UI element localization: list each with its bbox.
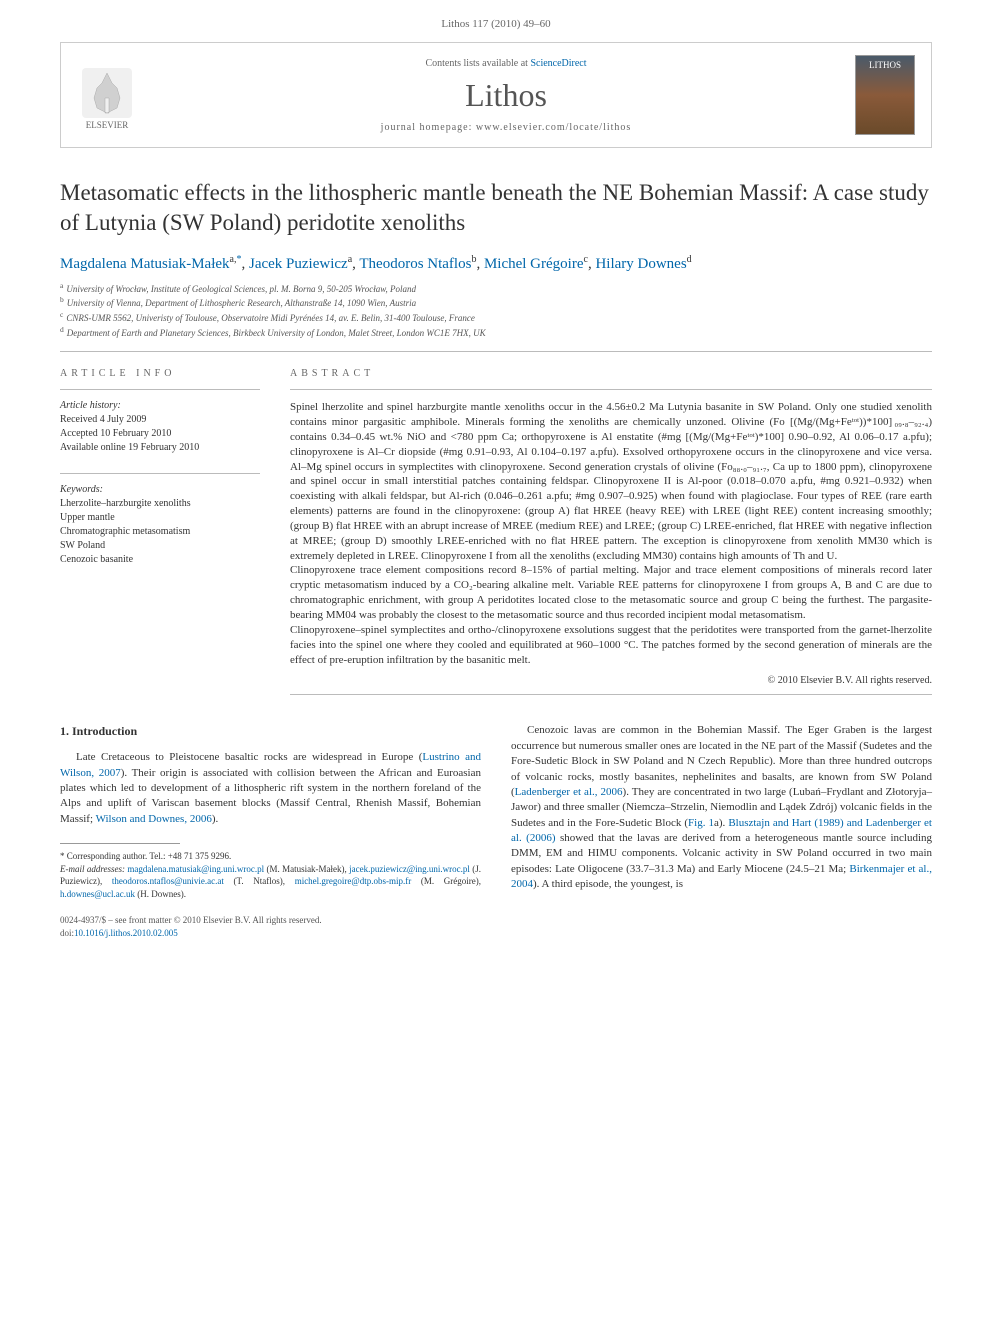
journal-masthead: ELSEVIER Contents lists available at Sci… [60,42,932,148]
email-link[interactable]: magdalena.matusiak@ing.uni.wroc.pl [127,864,264,874]
author-aff: b [471,254,476,265]
footnote-divider [60,843,180,844]
keyword: Lherzolite–harzburgite xenoliths [60,497,260,511]
body-paragraph: Cenozoic lavas are common in the Bohemia… [511,723,932,892]
email-link[interactable]: theodoros.ntaflos@univie.ac.at [112,876,224,886]
elsevier-logo: ELSEVIER [77,60,137,130]
abstract-text: Spinel lherzolite and spinel harzburgite… [290,400,932,667]
footer-meta: 0024-4937/$ – see front matter © 2010 El… [60,914,481,939]
corresponding-note: * Corresponding author. Tel.: +48 71 375… [60,850,481,863]
author-link[interactable]: Jacek Puziewicz [249,256,348,272]
citation-link[interactable]: Ladenberger et al., 2006 [515,786,623,798]
journal-homepage: journal homepage: www.elsevier.com/locat… [157,122,855,133]
history-heading: Article history: [60,400,260,411]
sciencedirect-link[interactable]: ScienceDirect [530,58,586,69]
keyword: Upper mantle [60,511,260,525]
issn-line: 0024-4937/$ – see front matter © 2010 El… [60,914,481,927]
affiliation: bUniversity of Vienna, Department of Lit… [60,295,932,310]
figure-link[interactable]: Fig. 1 [688,817,714,829]
keywords-block: Keywords: Lherzolite–harzburgite xenolit… [60,484,260,567]
authors-line: Magdalena Matusiak-Małeka,*, Jacek Puzie… [60,254,932,273]
online-date: Available online 19 February 2010 [60,441,260,455]
running-header: Lithos 117 (2010) 49–60 [0,0,992,42]
author: Hilary Downesd [595,256,691,272]
email-link[interactable]: jacek.puziewicz@ing.uni.wroc.pl [349,864,470,874]
author: Theodoros Ntaflosb [359,256,476,272]
email-addresses: E-mail addresses: magdalena.matusiak@ing… [60,863,481,901]
article-info-column: ARTICLE INFO Article history: Received 4… [60,368,260,695]
author: Jacek Puziewicza [249,256,352,272]
body-two-column: 1. Introduction Late Cretaceous to Pleis… [60,723,932,939]
elsevier-tree-icon [82,68,132,118]
affiliation: cCNRS-UMR 5562, Univeristy of Toulouse, … [60,310,932,325]
journal-title: Lithos [157,77,855,114]
email-label: E-mail addresses: [60,864,127,874]
affiliation: dDepartment of Earth and Planetary Scien… [60,325,932,340]
section-heading: 1. Introduction [60,723,481,740]
separator [290,389,932,390]
doi-link[interactable]: 10.1016/j.lithos.2010.02.005 [74,928,178,938]
contents-prefix: Contents lists available at [425,58,530,69]
separator [290,694,932,695]
keyword: Chromatographic metasomatism [60,525,260,539]
accepted-date: Accepted 10 February 2010 [60,427,260,441]
email-link[interactable]: h.downes@ucl.ac.uk [60,889,135,899]
running-header-text: Lithos 117 (2010) 49–60 [441,18,550,30]
abstract-heading: ABSTRACT [290,368,932,379]
doi-line: doi:10.1016/j.lithos.2010.02.005 [60,927,481,940]
separator [60,473,260,474]
journal-center: Contents lists available at ScienceDirec… [157,58,855,133]
abstract-paragraph: Clinopyroxene–spinel symplectites and or… [290,623,932,668]
author-aff: c [583,254,587,265]
author-link[interactable]: Magdalena Matusiak-Małek [60,256,230,272]
keyword: Cenozoic basanite [60,553,260,567]
article-title: Metasomatic effects in the lithospheric … [60,178,932,238]
separator [60,351,932,352]
elsevier-label: ELSEVIER [86,120,129,130]
author-link[interactable]: Theodoros Ntaflos [359,256,471,272]
author-link[interactable]: Michel Grégoire [484,256,584,272]
author-link[interactable]: Hilary Downes [595,256,686,272]
abstract-paragraph: Spinel lherzolite and spinel harzburgite… [290,400,932,563]
author-aff: d [687,254,692,265]
affiliations: aUniversity of Wrocław, Institute of Geo… [60,281,932,339]
abstract-paragraph: Clinopyroxene trace element compositions… [290,563,932,622]
keywords-heading: Keywords: [60,484,260,495]
abstract-copyright: © 2010 Elsevier B.V. All rights reserved… [290,675,932,686]
body-paragraph: Late Cretaceous to Pleistocene basaltic … [60,750,481,827]
author-aff: a,* [230,254,242,265]
info-abstract-row: ARTICLE INFO Article history: Received 4… [60,368,932,695]
received-date: Received 4 July 2009 [60,413,260,427]
author: Magdalena Matusiak-Małeka,* [60,256,241,272]
body-left-column: 1. Introduction Late Cretaceous to Pleis… [60,723,481,939]
article-info-heading: ARTICLE INFO [60,368,260,379]
contents-available: Contents lists available at ScienceDirec… [157,58,855,69]
journal-cover-thumbnail: LITHOS [855,55,915,135]
separator [60,389,260,390]
author: Michel Grégoirec [484,256,588,272]
article-content: Metasomatic effects in the lithospheric … [0,178,992,940]
article-history: Article history: Received 4 July 2009 Ac… [60,400,260,455]
citation-link[interactable]: Wilson and Downes, 2006 [96,813,212,825]
corresponding-marker[interactable]: * [236,254,241,265]
body-right-column: Cenozoic lavas are common in the Bohemia… [511,723,932,939]
affiliation: aUniversity of Wrocław, Institute of Geo… [60,281,932,296]
abstract-column: ABSTRACT Spinel lherzolite and spinel ha… [290,368,932,695]
cover-label: LITHOS [856,56,914,70]
author-aff: a [348,254,352,265]
keyword: SW Poland [60,539,260,553]
footnotes: * Corresponding author. Tel.: +48 71 375… [60,850,481,900]
email-link[interactable]: michel.gregoire@dtp.obs-mip.fr [295,876,412,886]
